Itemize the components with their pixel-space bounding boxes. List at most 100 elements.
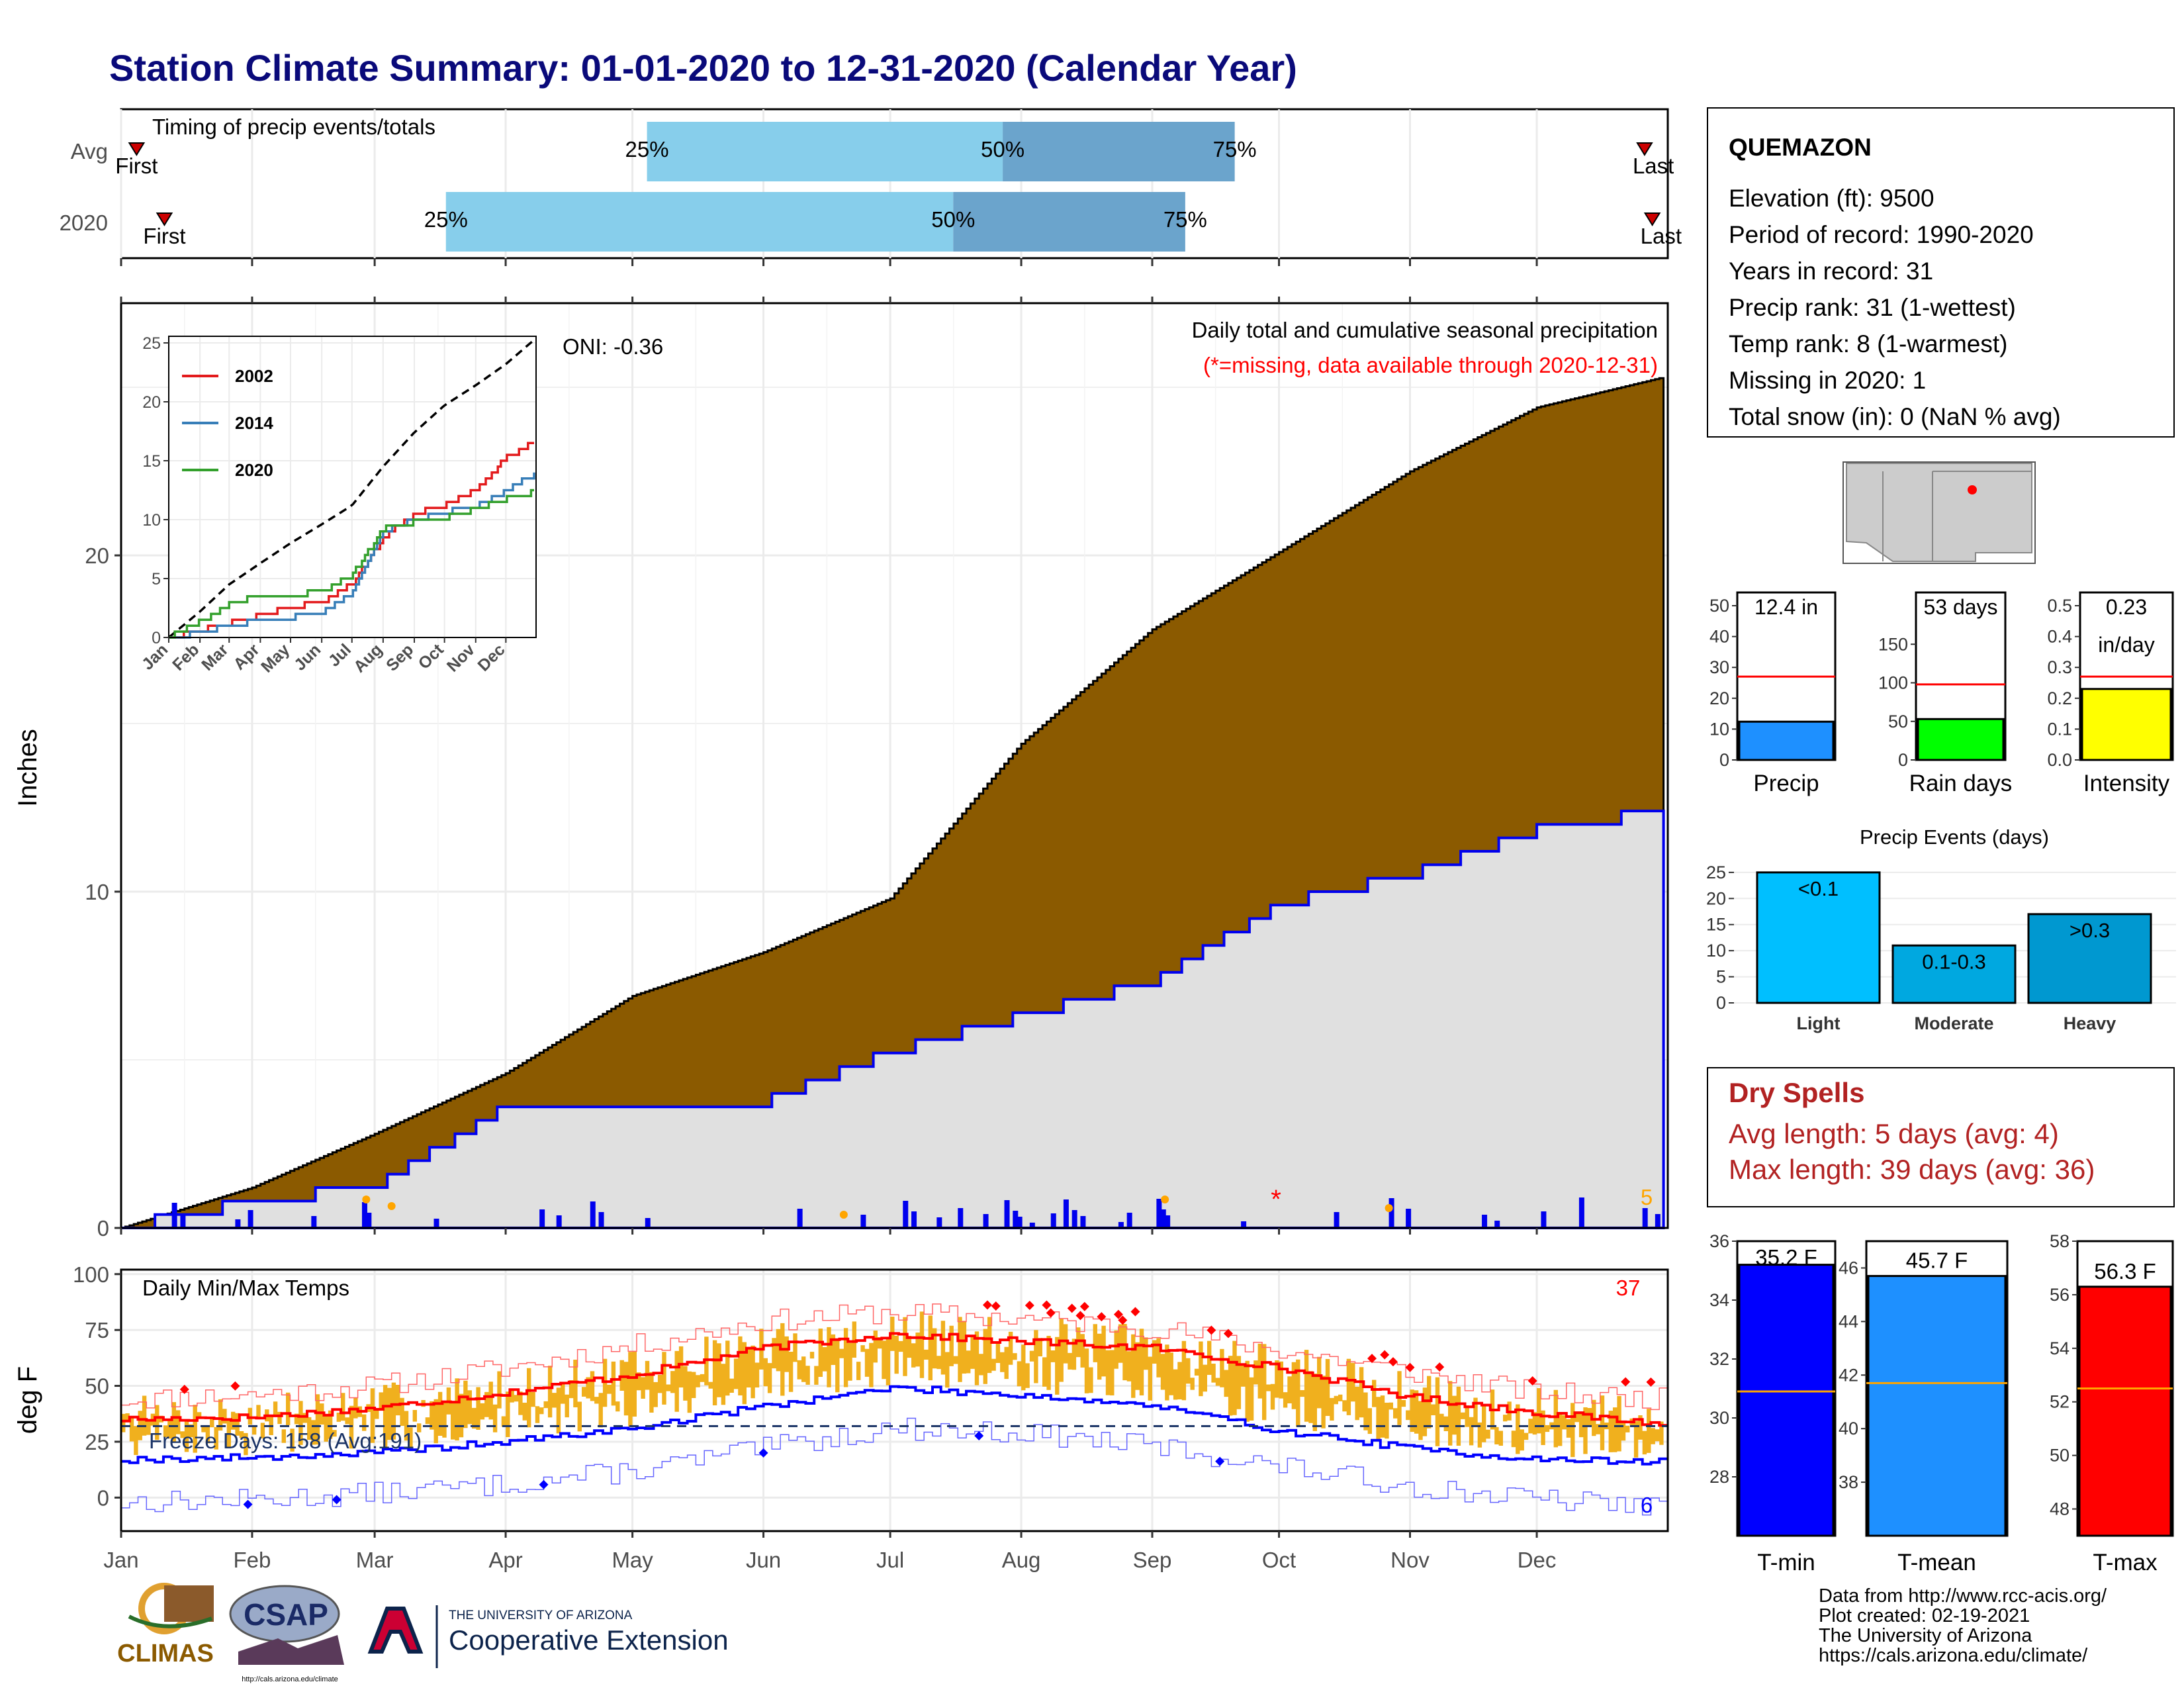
station-name: QUEMAZON (1729, 134, 1872, 161)
timing-quartile-label: 75% (1163, 207, 1207, 232)
timing-bar-q50-q75 (953, 192, 1185, 252)
extreme-precip-count: 5 (1641, 1185, 1653, 1209)
record-low-line (121, 1417, 1668, 1516)
record-low-marker (332, 1495, 341, 1505)
climas-logo-text: CLIMAS (117, 1640, 214, 1667)
timing-bar-q25-q50 (445, 192, 954, 252)
precip-annotation-title: Daily total and cumulative seasonal prec… (1192, 318, 1658, 342)
temperature-bar-tick-label: 58 (2050, 1231, 2070, 1251)
record-high-marker (1097, 1312, 1107, 1322)
mini-bar-label: Precip (1753, 771, 1819, 796)
daily-precip-bar (936, 1217, 942, 1228)
events-bar-inner-label: >0.3 (2070, 919, 2110, 942)
mini-bar-chart-precip: 0 10 20 30 40 50 12.4 in Precip (1709, 591, 1837, 796)
timing-first-marker (156, 212, 173, 226)
temperature-bar-tick-label: 30 (1709, 1408, 1729, 1428)
mini-bar-value-label: 0.23 (2106, 595, 2147, 619)
temperature-bar-label: T-mean (1897, 1550, 1976, 1575)
record-low-marker (539, 1479, 549, 1489)
climas-logo: CLIMAS (117, 1583, 214, 1667)
data-credits: Data from http://www.rcc-acis.org/Plot c… (1819, 1585, 2107, 1666)
temperature-y-tick-label: 0 (97, 1485, 109, 1510)
credit-line: The University of Arizona (1819, 1625, 2032, 1646)
daily-precip-bar (1578, 1197, 1584, 1228)
daily-precip-bar (1080, 1216, 1086, 1228)
credit-line: Plot created: 02-19-2021 (1819, 1605, 2030, 1626)
daily-precip-bar (1541, 1211, 1547, 1228)
temperature-bar-tick-label: 28 (1709, 1467, 1729, 1487)
average-low-line (121, 1385, 1668, 1466)
precip-main-y-ticks: 0 10 20 (85, 297, 1538, 1241)
timing-row-2020-label: 2020 (60, 211, 108, 235)
month-label: May (612, 1548, 653, 1572)
temperature-bar-tick-label: 42 (1839, 1365, 1858, 1385)
record-low-marker (758, 1448, 768, 1458)
cold-days-count: 6 (1641, 1493, 1653, 1517)
inset-y-tick-label: 5 (152, 570, 161, 588)
events-y-tick-label: 20 (1706, 888, 1726, 908)
ua-logo-small-text: THE UNIVERSITY OF ARIZONA (449, 1609, 633, 1622)
mini-bar-value (2081, 688, 2172, 761)
station-location-dot (1968, 485, 1977, 494)
mini-bar-tick-label: 20 (1709, 688, 1729, 708)
temperature-bar-value-label: 45.7 F (1906, 1248, 1968, 1273)
daily-precip-bar (433, 1219, 439, 1228)
freeze-days-label: Freeze Days: 158 (Avg:191) (149, 1429, 422, 1453)
events-y-tick-label: 5 (1716, 967, 1726, 987)
daily-precip-bar (958, 1208, 964, 1228)
record-high-marker (1380, 1350, 1390, 1360)
daily-temperature-range-bars (121, 1311, 1664, 1458)
daily-precip-bar (1165, 1215, 1171, 1228)
daily-precip-bar (1063, 1199, 1069, 1228)
month-label: Sep (1133, 1548, 1172, 1572)
temperature-bar-tick-label: 36 (1709, 1231, 1729, 1251)
record-high-marker (1113, 1309, 1123, 1319)
precip-y-axis-label: Inches (13, 729, 42, 807)
inset-legend-label: 2014 (235, 413, 273, 433)
cumulative-2020-precip-area (121, 810, 1665, 1229)
precip-events-chart: Precip Events (days) <0.1 Light 0.1-0.3 Mod… (1706, 825, 2176, 1033)
daily-precip-bar (171, 1203, 177, 1228)
temperature-bar-tick-label: 38 (1839, 1472, 1858, 1492)
daily-precip-bar (860, 1215, 866, 1228)
mini-bar-tick-label: 0.0 (2047, 750, 2072, 770)
extreme-event-marker (387, 1202, 396, 1210)
month-label: Nov (1390, 1548, 1430, 1572)
station-info-line: Elevation (ft): 9500 (1729, 185, 1934, 212)
missing-day-marker: * (1271, 1185, 1281, 1214)
ua-logo-big-text: Cooperative Extension (449, 1624, 729, 1656)
mini-bar-tick-label: 100 (1878, 673, 1908, 693)
temperature-bar-tick-label: 54 (2050, 1338, 2070, 1358)
precip-y-tick-label: 20 (85, 543, 109, 568)
record-low-marker (243, 1499, 253, 1509)
inset-legend-label: 2020 (235, 460, 273, 480)
station-info-line: Precip rank: 31 (1-wettest) (1729, 294, 2016, 321)
temperature-y-ticks: 0 25 50 75 100 (73, 1262, 121, 1510)
mini-bar-value-label: 12.4 in (1754, 595, 1818, 619)
precip-y-tick-label: 0 (97, 1216, 109, 1241)
temperature-bar-tmin: 28 30 32 34 36 35.2 F T-min (1709, 1231, 1837, 1575)
station-info-lines: Elevation (ft): 9500 Period of record: 19… (1729, 185, 2061, 430)
average-high-line (121, 1332, 1668, 1427)
credit-line: Data from http://www.rcc-acis.org/ (1819, 1585, 2107, 1607)
events-bar-moderate (1891, 944, 2017, 1004)
daily-precip-bar (797, 1209, 803, 1228)
mini-bar-label: Rain days (1909, 771, 2013, 796)
daily-precip-bar (1160, 1209, 1166, 1228)
record-high-marker (1024, 1300, 1034, 1310)
temperature-bar-label: T-min (1757, 1550, 1815, 1575)
daily-precip-bar (1004, 1200, 1010, 1228)
temperature-bar-tick-label: 44 (1839, 1311, 1858, 1331)
daily-precip-bar (1642, 1208, 1648, 1228)
record-high-marker (179, 1384, 189, 1394)
credit-line: https://cals.arizona.edu/climate/ (1819, 1645, 2088, 1666)
daily-precip-bars (171, 1196, 1661, 1228)
station-info-line: Period of record: 1990-2020 (1729, 221, 2034, 248)
timing-label: Timing of precip events/totals (152, 115, 435, 139)
mini-bar-chart-raindays: 0 50 100 150 53 days Rain days (1878, 591, 2013, 796)
dry-spells-avg: Avg length: 5 days (avg: 4) (1729, 1118, 2059, 1149)
temperature-bar-value (1867, 1275, 2007, 1537)
temperature-bar-label: T-max (2093, 1550, 2158, 1575)
daily-precip-bar (590, 1201, 596, 1228)
record-high-marker (1118, 1315, 1128, 1325)
